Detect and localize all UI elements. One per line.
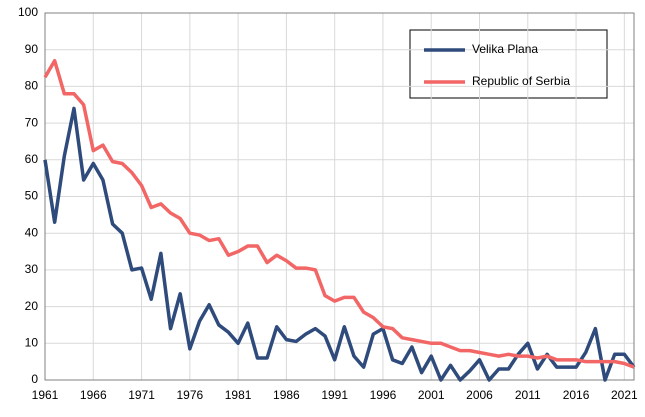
x-tick-label: 2016 — [563, 388, 590, 402]
x-tick-label: 1991 — [321, 388, 348, 402]
series-line — [43, 106, 636, 382]
y-tick-label: 10 — [25, 335, 39, 349]
y-tick-label: 50 — [25, 189, 39, 203]
x-tick-label: 1971 — [128, 388, 155, 402]
y-tick-label: 0 — [31, 372, 38, 386]
x-tick-label: 1996 — [370, 388, 397, 402]
x-tick-label: 1976 — [176, 388, 203, 402]
x-tick-label: 1986 — [273, 388, 300, 402]
y-tick-label: 90 — [25, 42, 39, 56]
y-tick-label: 40 — [25, 225, 39, 239]
x-tick-label: 1966 — [80, 388, 107, 402]
y-tick-label: 60 — [25, 152, 39, 166]
x-tick-label: 2001 — [418, 388, 445, 402]
x-tick-label: 2011 — [515, 388, 541, 402]
y-tick-label: 100 — [18, 5, 38, 19]
y-tick-label: 80 — [25, 79, 39, 93]
plot-frame — [44, 12, 635, 381]
y-tick-label: 70 — [25, 115, 39, 129]
series-line — [43, 58, 635, 369]
x-tick-label: 2021 — [611, 388, 638, 402]
legend-label: Republic of Serbia — [472, 74, 570, 88]
x-tick-label: 1961 — [32, 388, 59, 402]
x-tick-label: 1981 — [225, 388, 252, 402]
legend-label: Velika Plana — [472, 42, 538, 56]
y-tick-label: 20 — [25, 299, 39, 313]
y-tick-label: 30 — [25, 262, 39, 276]
x-tick-label: 2006 — [466, 388, 493, 402]
